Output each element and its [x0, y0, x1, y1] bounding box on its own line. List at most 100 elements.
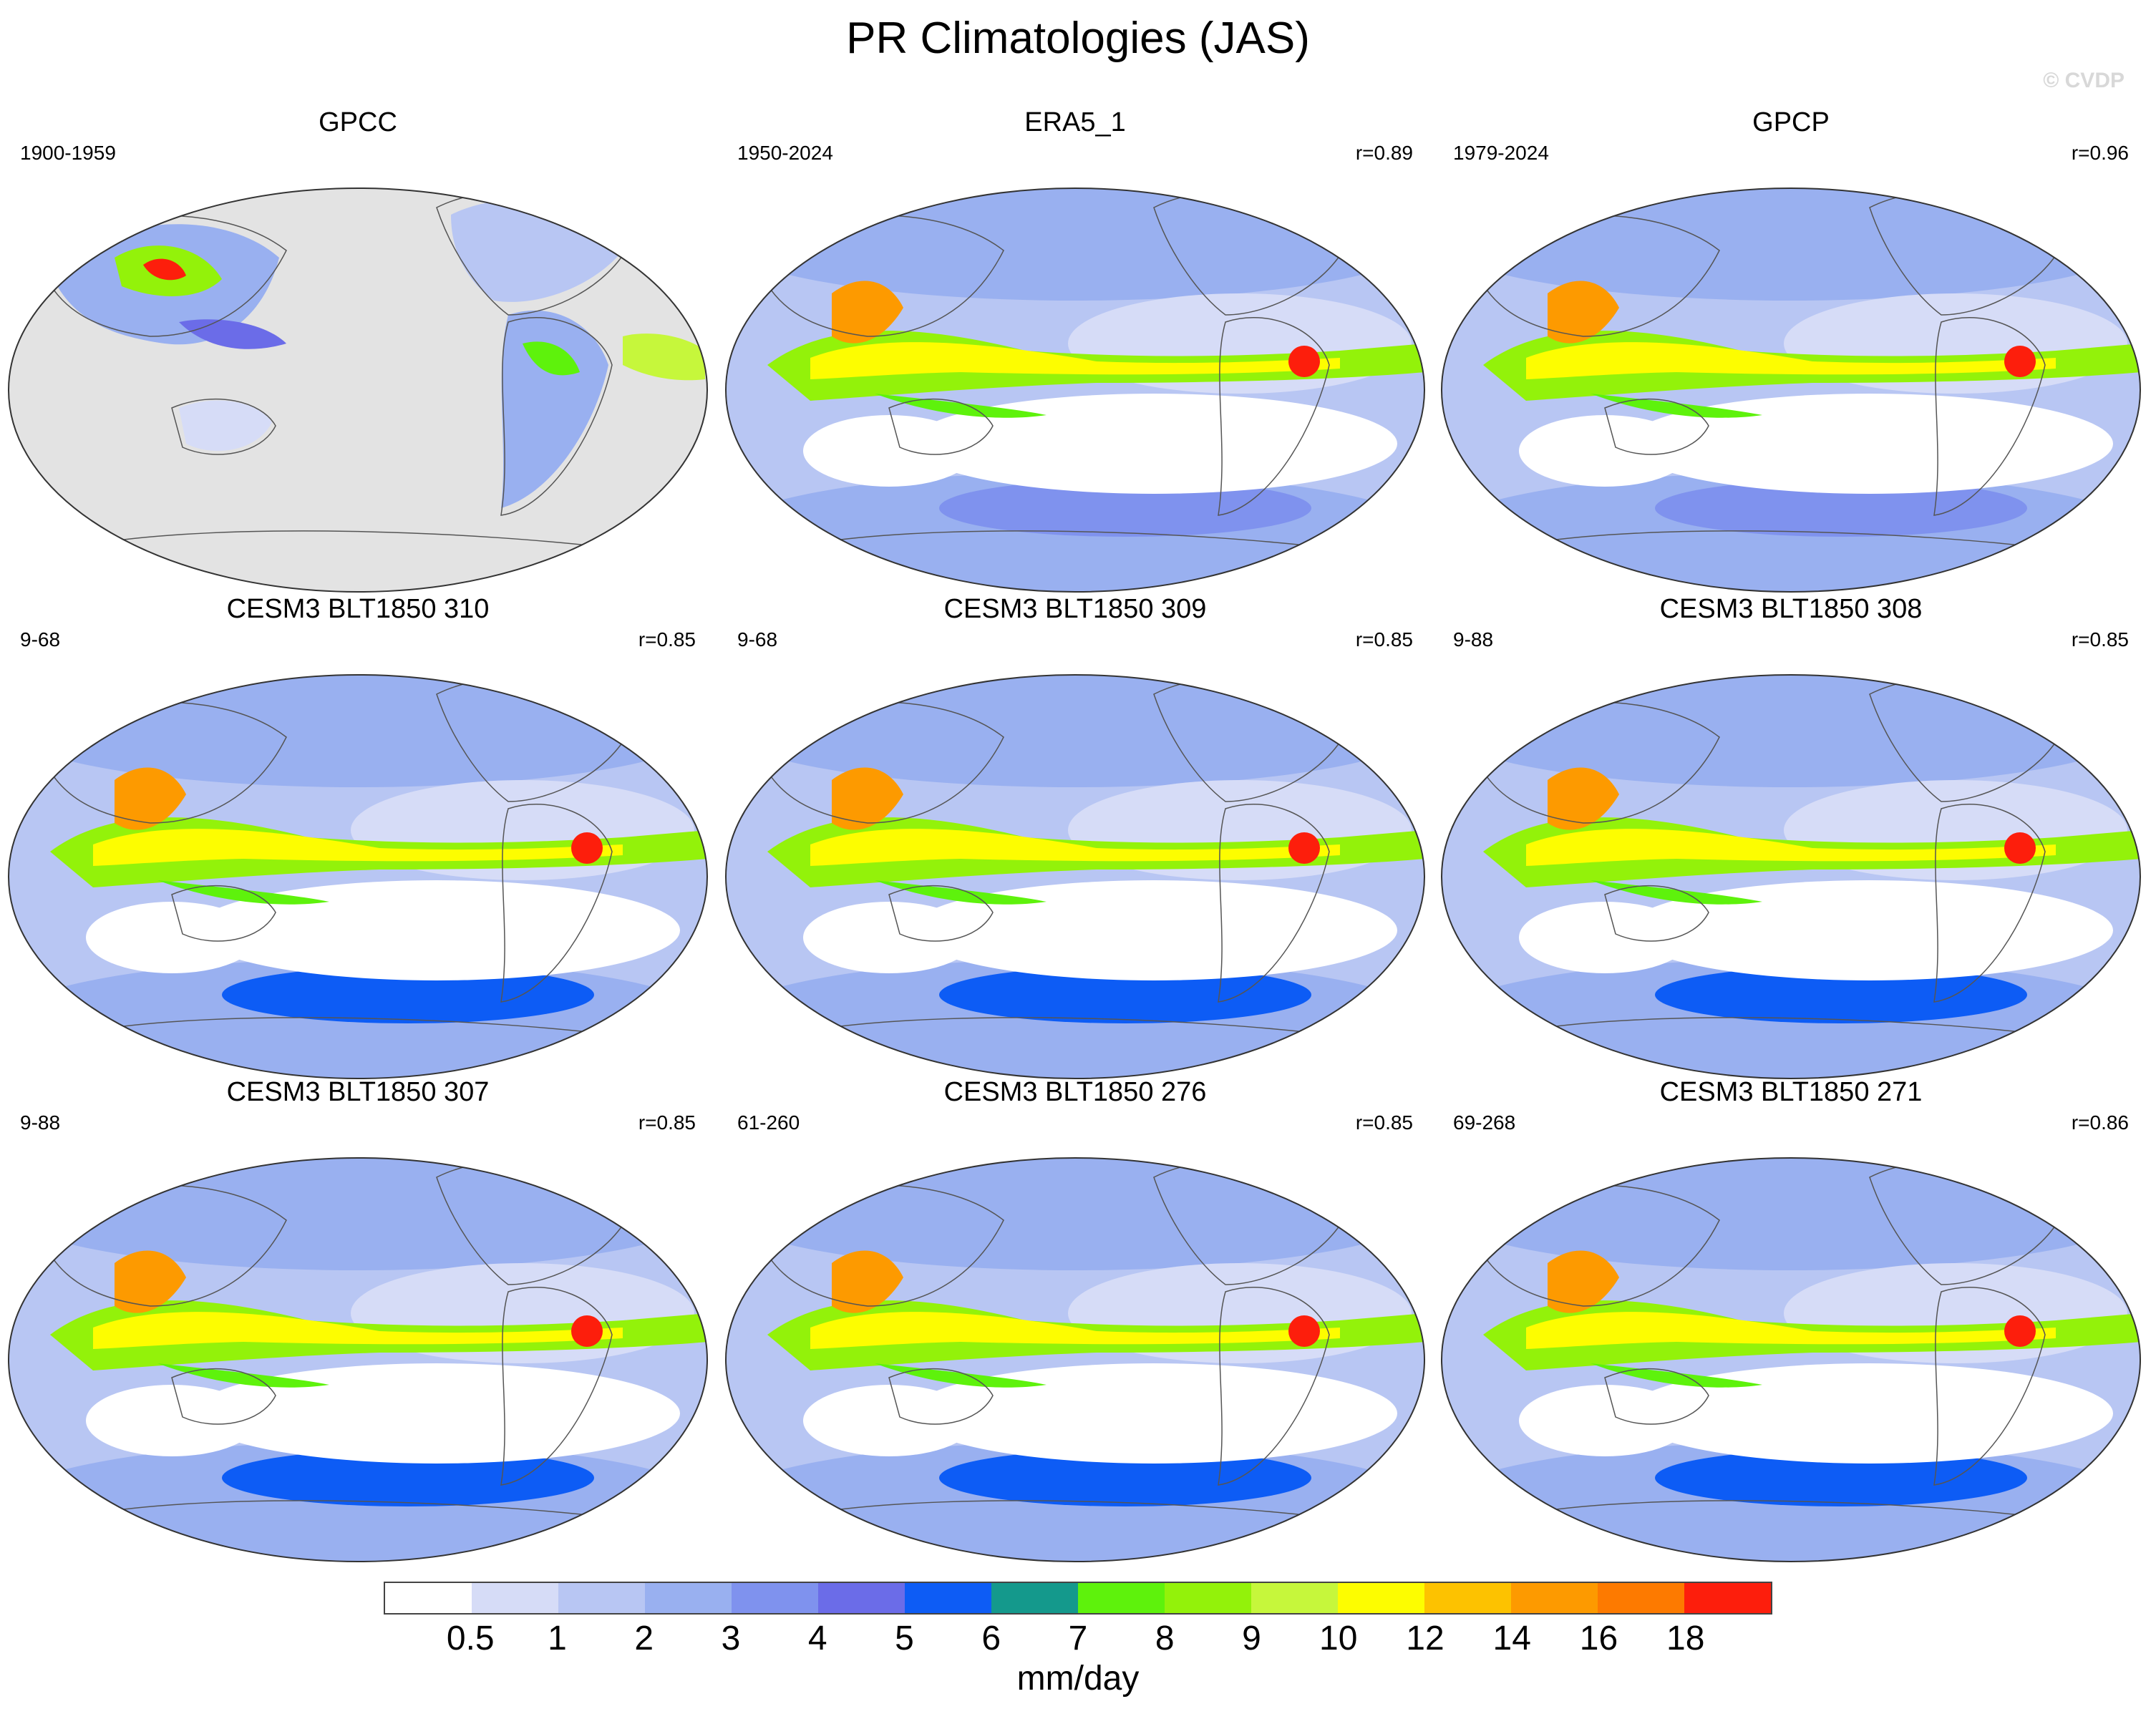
- south-america-outline: [500, 316, 613, 516]
- south-america-outline: [1933, 1286, 2046, 1486]
- map-panel: GPCC 1900-1959: [7, 107, 709, 594]
- south-america-outline: [500, 1286, 613, 1486]
- panel-period: 9-88: [20, 1111, 61, 1134]
- east-pacific-peak: [2004, 346, 2036, 377]
- panel-title: GPCC: [319, 107, 397, 137]
- colorbar-ticks: 0.5 1 2 3 4 5 6 7 8 9 10 12 14 16 18: [384, 1619, 1772, 1662]
- southeast-pacific-dry: [911, 880, 1397, 980]
- colorbar-tick-label: 3: [721, 1620, 741, 1657]
- monsoon-peak: [1548, 1250, 1619, 1313]
- panel-period: 9-88: [1453, 628, 1494, 651]
- map-panel: CESM3 BLT1850 309 9-68 r=0.85: [724, 594, 1426, 1081]
- south-america-outline: [500, 803, 613, 1003]
- map-border: [8, 674, 708, 1079]
- southeast-pacific-dry: [911, 1363, 1397, 1464]
- monsoon-peak: [115, 767, 186, 830]
- map-border: [1441, 188, 2141, 593]
- cvdp-credit: © CVDP: [2043, 69, 2125, 92]
- colorbar-tick-label: 0.5: [446, 1620, 495, 1657]
- panel-period: 9-68: [737, 628, 778, 651]
- asia-peak: [143, 258, 186, 281]
- colorbar-cell: [1424, 1583, 1511, 1613]
- panel-title: CESM3 BLT1850 310: [226, 594, 490, 624]
- australia-outline: [1604, 398, 1709, 455]
- colorbar-tick-label: 10: [1319, 1620, 1358, 1657]
- east-pacific-peak: [1288, 346, 1320, 377]
- australia-dry: [1519, 415, 1691, 487]
- colorbar-cell: [385, 1583, 472, 1613]
- south-pacific-band: [939, 479, 1311, 537]
- colorbar-cell: [991, 1583, 1078, 1613]
- australia-outline: [888, 1368, 994, 1425]
- panel-correlation: r=0.85: [638, 1111, 696, 1134]
- south-america-outline: [1933, 803, 2046, 1003]
- itcz-core: [93, 829, 623, 866]
- south-america-outline: [1218, 803, 1330, 1003]
- storm-track-north: [9, 1158, 707, 1270]
- panel-correlation: r=0.96: [2071, 142, 2129, 164]
- australia-dry: [86, 1385, 258, 1456]
- southeast-pacific-dry: [1626, 880, 2113, 980]
- australia-dry: [803, 415, 975, 487]
- east-pacific-peak: [571, 832, 603, 864]
- south-america-outline: [1218, 1286, 1330, 1486]
- colorbar-cell: [818, 1583, 905, 1613]
- south-pacific-band: [222, 966, 594, 1023]
- australia-dry: [86, 902, 258, 973]
- map-panel: GPCP 1979-2024 r=0.96: [1440, 107, 2142, 594]
- colorbar-cell: [1511, 1583, 1598, 1613]
- south-pacific-band: [1655, 966, 2027, 1023]
- australia-outline: [888, 398, 994, 455]
- map-svg: [1441, 1157, 2141, 1562]
- colorbar-tick-label: 2: [634, 1620, 654, 1657]
- map-panel: CESM3 BLT1850 307 9-88 r=0.85: [7, 1077, 709, 1564]
- australia-dry: [1519, 902, 1691, 973]
- australia-outline: [1604, 885, 1709, 942]
- panel-title: CESM3 BLT1850 271: [1659, 1077, 1923, 1107]
- map-panel: ERA5_1 1950-2024 r=0.89: [724, 107, 1426, 594]
- southeast-pacific-dry: [193, 880, 680, 980]
- figure-title: PR Climatologies (JAS): [846, 14, 1310, 63]
- colorbar-cell: [1251, 1583, 1338, 1613]
- map-panel: CESM3 BLT1850 271 69-268 r=0.86: [1440, 1077, 2142, 1564]
- panel-title: CESM3 BLT1850 309: [943, 594, 1207, 624]
- colorbar-tick-label: 4: [807, 1620, 827, 1657]
- monsoon-peak: [832, 281, 903, 344]
- panel-period: 69-268: [1453, 1111, 1516, 1134]
- map-border: [1441, 1157, 2141, 1562]
- colorbar-cell: [472, 1583, 558, 1613]
- panel-correlation: r=0.86: [2071, 1111, 2129, 1134]
- itcz-core: [1526, 829, 2056, 866]
- australia-outline: [171, 398, 276, 455]
- itcz-core: [810, 342, 1340, 379]
- south-pacific-band: [1655, 1449, 2027, 1506]
- map-svg: [8, 674, 708, 1079]
- monsoon-peak: [832, 1250, 903, 1313]
- colorbar-tick-label: 18: [1666, 1620, 1705, 1657]
- antarctica-outline: [92, 530, 638, 552]
- storm-track-north: [9, 675, 707, 787]
- colorbar-cell: [1338, 1583, 1424, 1613]
- storm-track-north: [726, 188, 1424, 301]
- panel-correlation: r=0.89: [1355, 142, 1413, 164]
- storm-track-north: [726, 675, 1424, 787]
- panel-correlation: r=0.85: [1355, 628, 1413, 651]
- map-svg: [1441, 188, 2141, 593]
- monsoon-peak: [1548, 767, 1619, 830]
- colorbar-tick-label: 8: [1155, 1620, 1175, 1657]
- colorbar-cell: [1598, 1583, 1684, 1613]
- map-border: [1441, 674, 2141, 1079]
- australia-outline: [171, 1368, 276, 1425]
- map-panel: CESM3 BLT1850 276 61-260 r=0.85: [724, 1077, 1426, 1564]
- map-svg: [8, 1157, 708, 1562]
- panel-period: 61-260: [737, 1111, 800, 1134]
- panel-title: ERA5_1: [1024, 107, 1126, 137]
- antarctica-outline: [810, 1500, 1355, 1521]
- colorbar-cell: [645, 1583, 732, 1613]
- colorbar-tick-label: 1: [548, 1620, 567, 1657]
- east-pacific-peak: [1288, 1315, 1320, 1347]
- amazon-precip: [523, 341, 580, 376]
- panel-title: CESM3 BLT1850 308: [1659, 594, 1923, 624]
- panel-title: CESM3 BLT1850 276: [943, 1077, 1207, 1107]
- southeast-pacific-dry: [193, 1363, 680, 1464]
